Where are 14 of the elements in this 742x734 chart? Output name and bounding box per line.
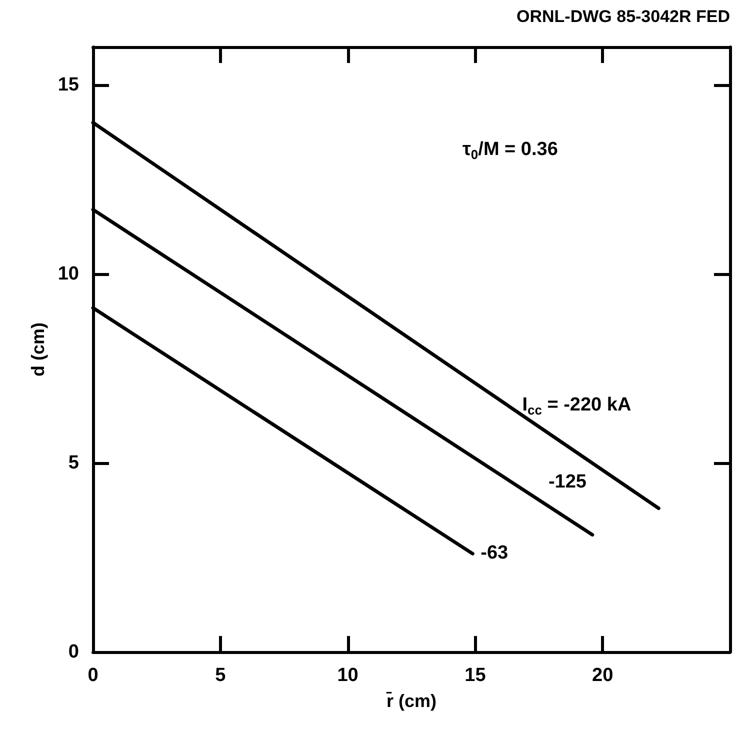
- text: ORNL-DWG 85-3042R FED: [516, 7, 730, 26]
- x-axis-title: r̄ (cm): [386, 690, 437, 711]
- x-tick-label: 15: [464, 665, 486, 686]
- y-tick-label: 10: [58, 263, 79, 284]
- y-axis-title: d (cm): [28, 322, 48, 376]
- y-tick-label: 0: [68, 642, 79, 662]
- y-tick-label: 15: [58, 74, 80, 96]
- y-tick-label: 5: [68, 452, 80, 474]
- x-tick-label: 0: [88, 665, 98, 686]
- x-tick-label: 5: [215, 665, 226, 686]
- series-label: -63: [480, 542, 508, 564]
- x-tick-label: 20: [592, 665, 614, 686]
- series-label: -125: [548, 471, 587, 492]
- x-tick-label: 10: [337, 665, 358, 686]
